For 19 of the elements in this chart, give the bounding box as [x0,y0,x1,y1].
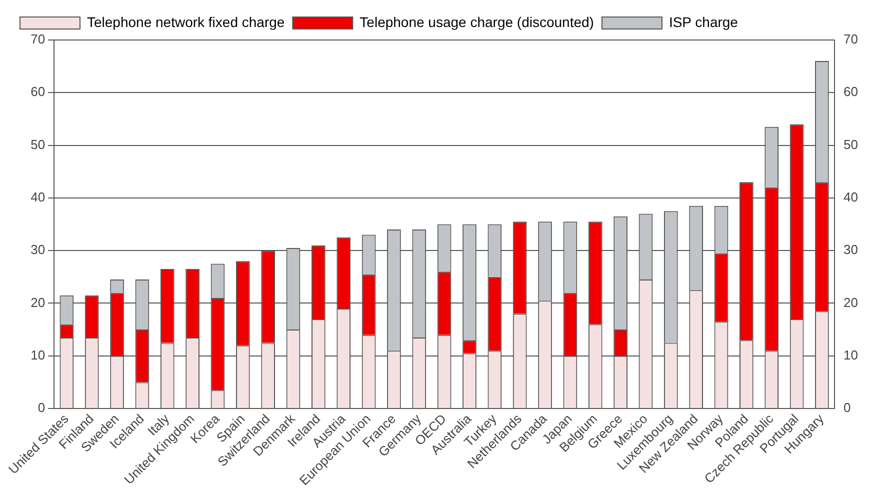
y-tick-label: 20 [30,294,46,310]
y2-tick-label: 40 [844,190,858,205]
y2-tick-label: 0 [844,400,851,416]
y2-tick-label: 10 [844,347,858,362]
y-tick-label: 30 [30,242,46,258]
y2-tick-label: 30 [844,242,858,258]
y-tick-label: 60 [30,84,46,100]
y2-tick-label: 60 [844,84,858,100]
y2-tick-label: 70 [844,32,858,47]
y-tick-label: 50 [30,136,46,152]
legend-label: Telephone network fixed charge [87,14,285,30]
y-tick-label: 10 [30,347,46,362]
y2-tick-label: 20 [844,294,858,310]
y-tick-label: 70 [30,32,46,47]
y-tick-label: 40 [30,190,46,205]
legend-label: ISP charge [668,14,738,30]
legend-label: Telephone usage charge (discounted) [360,14,594,30]
y2-tick-label: 50 [844,136,858,152]
y-tick-label: 0 [38,400,46,416]
